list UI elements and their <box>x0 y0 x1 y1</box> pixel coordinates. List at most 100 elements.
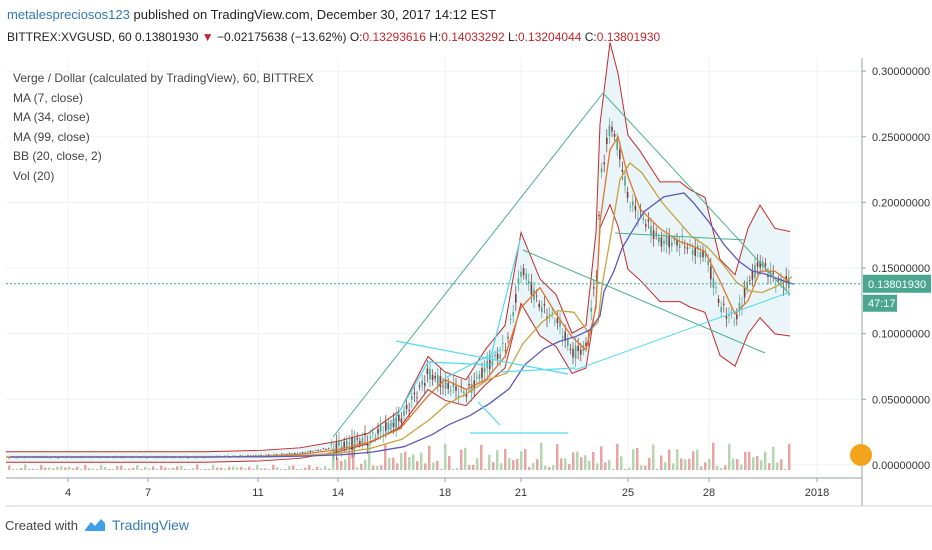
volume-bar <box>332 448 335 470</box>
candle-body <box>520 271 522 277</box>
volume-bar <box>488 454 491 470</box>
candle-body <box>431 374 434 380</box>
volume-bar <box>136 465 139 470</box>
volume-bar <box>596 463 599 470</box>
volume-bar <box>688 458 691 470</box>
candle-body <box>743 287 746 298</box>
volume-bar <box>220 467 223 470</box>
volume-bar <box>168 468 171 470</box>
legend-vol[interactable]: Vol (20) <box>13 168 55 183</box>
candle-body <box>658 237 660 243</box>
high-label: H: <box>429 30 442 44</box>
volume-bar <box>496 450 499 470</box>
ma34-line <box>8 162 793 458</box>
candle-body <box>340 446 343 451</box>
volume-bar <box>636 447 639 470</box>
candle-body <box>296 452 299 454</box>
candle-body <box>379 424 382 432</box>
volume-bar <box>680 458 683 470</box>
volume-bar <box>344 459 347 470</box>
tradingview-brand[interactable]: TradingView <box>111 517 190 533</box>
candle-body <box>465 394 468 397</box>
globe-icon[interactable] <box>850 444 872 466</box>
candle-body <box>593 287 595 289</box>
candle-body <box>504 350 507 351</box>
moving-averages <box>6 135 795 458</box>
volume-bar <box>96 469 99 470</box>
volume-bar <box>788 443 791 470</box>
volume-bar <box>544 465 547 470</box>
volume-bar <box>632 449 635 470</box>
legend-ma99[interactable]: MA (99, close) <box>13 129 90 144</box>
volume-bar <box>24 464 27 470</box>
candle-body <box>673 238 676 241</box>
volume-bar <box>72 468 75 470</box>
volume-bar <box>460 449 463 470</box>
candle-body <box>260 455 262 457</box>
volume-bar <box>148 468 151 470</box>
candle-body <box>645 224 647 227</box>
candle-body <box>187 457 189 459</box>
candle-body <box>512 311 514 316</box>
candle-body <box>541 306 543 313</box>
volume-bar <box>388 458 391 470</box>
volume-bar <box>188 468 191 470</box>
volume-bar <box>508 458 511 470</box>
candle-body <box>509 319 512 321</box>
legend-ma34[interactable]: MA (34, close) <box>13 110 90 124</box>
candle-body <box>650 225 652 235</box>
candle-body <box>694 247 696 256</box>
candle-body <box>668 235 670 248</box>
price-tag-text: 0.13801930 <box>868 279 926 291</box>
candle-body <box>684 246 686 248</box>
volume-bar <box>408 457 411 470</box>
volume-bar <box>612 469 615 470</box>
candle-body <box>538 303 540 308</box>
volume-bar <box>440 469 443 470</box>
candle-body <box>424 383 426 386</box>
candle-body <box>517 278 520 284</box>
candle-body <box>699 251 702 258</box>
candle-body <box>203 457 205 459</box>
volume-bar <box>660 455 663 470</box>
candle-body <box>676 239 678 246</box>
candle-body <box>330 443 332 445</box>
volume-bar <box>276 467 279 470</box>
author-link[interactable]: metalespreciosos123 <box>7 7 130 22</box>
volume-bar <box>444 443 447 470</box>
volume-bar <box>436 460 439 470</box>
candle-body <box>671 242 673 247</box>
candle-body <box>99 457 101 459</box>
candle-body <box>772 272 774 275</box>
volume-bar <box>784 469 787 470</box>
volume-bar <box>212 464 215 470</box>
volume-bar <box>404 451 407 470</box>
candle-body <box>559 320 561 327</box>
legend-ma7[interactable]: MA (7, close) <box>13 90 84 105</box>
volume-bar <box>124 468 127 470</box>
volume-bar <box>328 468 331 470</box>
candle-body <box>496 353 499 360</box>
volume-bar <box>288 466 291 470</box>
candle-body <box>611 126 613 132</box>
candle-body <box>598 215 600 217</box>
candle-body <box>535 295 538 297</box>
candle-body <box>364 433 366 436</box>
candle-body <box>299 452 301 454</box>
candle-body <box>728 314 730 316</box>
candle-body <box>759 261 761 268</box>
y-tick-label: 0.05000000 <box>872 394 930 406</box>
volume-bar <box>472 464 475 470</box>
candle-body <box>678 244 681 248</box>
volume-bar <box>20 468 23 470</box>
volume-bar <box>540 442 543 470</box>
volume-bar <box>116 466 119 470</box>
candle-body <box>413 392 416 395</box>
candle-body <box>408 410 410 412</box>
candle-body <box>346 440 348 448</box>
candle-body <box>374 437 377 439</box>
volume-bar <box>452 469 455 470</box>
legend-bb[interactable]: BB (20, close, 2) <box>13 149 102 163</box>
volume-bar <box>252 468 255 470</box>
